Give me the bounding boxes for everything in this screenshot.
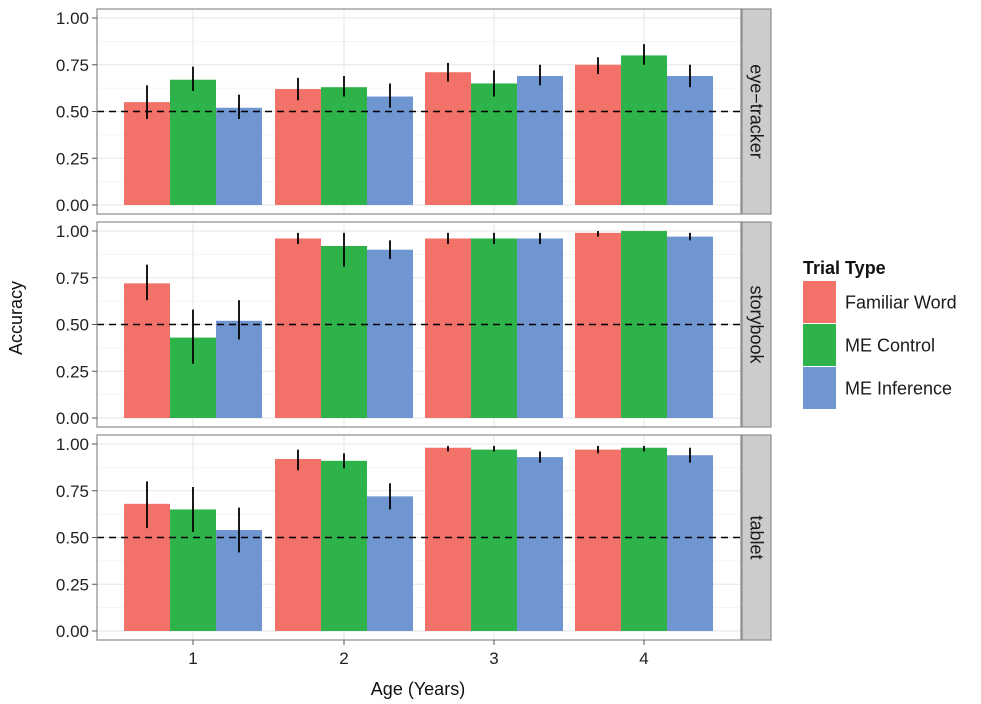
bar (321, 460, 367, 631)
panel-2: 0.00 0.25 0.50 0.75 1.00 storybook (56, 221, 772, 428)
y-tick-label: 0.00 (56, 409, 89, 428)
y-tick-label: 0.50 (56, 316, 89, 335)
legend-item: Familiar Word (803, 281, 957, 323)
bar (124, 102, 170, 205)
facet-strip-background (741, 221, 772, 428)
chart-panels: 0.000.250.500.751.00eye−tracker0.000.250… (56, 8, 772, 641)
error-bars (146, 231, 691, 364)
y-tick-label: 1.00 (56, 9, 89, 28)
facet-strip-label: tablet (747, 515, 767, 559)
bar (575, 232, 621, 418)
y-tick-label: 0.25 (56, 575, 89, 594)
x-tick-label: 1 (188, 649, 197, 668)
y-axis: 0.00 0.25 0.50 0.75 1.00 (56, 222, 97, 428)
bar (124, 283, 170, 418)
bar (517, 75, 563, 205)
y-tick-label: 0.50 (56, 103, 89, 122)
bar (425, 72, 471, 205)
bar (471, 449, 517, 631)
bar (471, 238, 517, 418)
legend-label: Familiar Word (845, 293, 957, 313)
facet-strip-label: storybook (747, 285, 767, 364)
facet-strip-background (741, 434, 772, 641)
bar (425, 238, 471, 418)
x-tick-label: 2 (339, 649, 348, 668)
bar (275, 238, 321, 418)
x-tick-label: 3 (489, 649, 498, 668)
error-bars (146, 44, 691, 119)
y-tick-label: 0.00 (56, 622, 89, 641)
x-axis-title: Age (Years) (371, 679, 465, 699)
panel-1: 0.00 0.25 0.50 0.75 1.00 eye−tracker (56, 8, 772, 215)
bar (367, 496, 413, 631)
facet-strip-background (741, 8, 772, 215)
legend-item: ME Inference (803, 367, 952, 409)
legend-item: ME Control (803, 324, 935, 366)
y-tick-label: 0.75 (56, 56, 89, 75)
y-axis-title: Accuracy (6, 281, 26, 355)
bar (517, 457, 563, 631)
y-tick-label: 0.25 (56, 149, 89, 168)
legend-key (803, 281, 836, 323)
y-tick-label: 0.75 (56, 482, 89, 501)
y-axis: 0.00 0.25 0.50 0.75 1.00 (56, 435, 97, 641)
bar (367, 249, 413, 418)
y-axis: 0.00 0.25 0.50 0.75 1.00 (56, 9, 97, 215)
y-tick-label: 1.00 (56, 222, 89, 241)
legend-key (803, 367, 836, 409)
legend-key (803, 324, 836, 366)
legend: Trial Type Familiar Word ME Control ME Inf… (803, 258, 957, 409)
error-bars (146, 445, 691, 553)
bar (275, 89, 321, 205)
legend-items: Familiar Word ME Control ME Inference (803, 281, 957, 409)
y-tick-label: 0.25 (56, 362, 89, 381)
bar (275, 458, 321, 631)
panel-3: 0.00 0.25 0.50 0.75 1.00 tablet (56, 434, 772, 641)
bars (124, 231, 713, 418)
bar (575, 64, 621, 205)
y-tick-label: 0.50 (56, 529, 89, 548)
bar (471, 83, 517, 205)
y-tick-label: 0.75 (56, 269, 89, 288)
bar (621, 447, 667, 631)
bar (321, 87, 367, 205)
bar (321, 245, 367, 418)
legend-label: ME Inference (845, 379, 952, 399)
bar (425, 447, 471, 631)
x-axis: 1 2 3 4 (188, 640, 649, 668)
bars (124, 55, 713, 206)
bar (667, 236, 713, 418)
y-tick-label: 0.00 (56, 196, 89, 215)
x-tick-label: 4 (639, 649, 648, 668)
facet-strip-label: eye−tracker (747, 64, 767, 159)
bar (216, 107, 262, 205)
bar (170, 79, 216, 205)
y-tick-label: 1.00 (56, 435, 89, 454)
bar (621, 55, 667, 206)
legend-title: Trial Type (803, 258, 886, 278)
bar (575, 449, 621, 631)
bar (667, 455, 713, 631)
facet-strip: tablet (741, 434, 772, 641)
bar (367, 96, 413, 205)
facet-strip: eye−tracker (741, 8, 772, 215)
facet-strip: storybook (741, 221, 772, 428)
bar (667, 75, 713, 205)
legend-label: ME Control (845, 336, 935, 356)
bar (517, 238, 563, 418)
